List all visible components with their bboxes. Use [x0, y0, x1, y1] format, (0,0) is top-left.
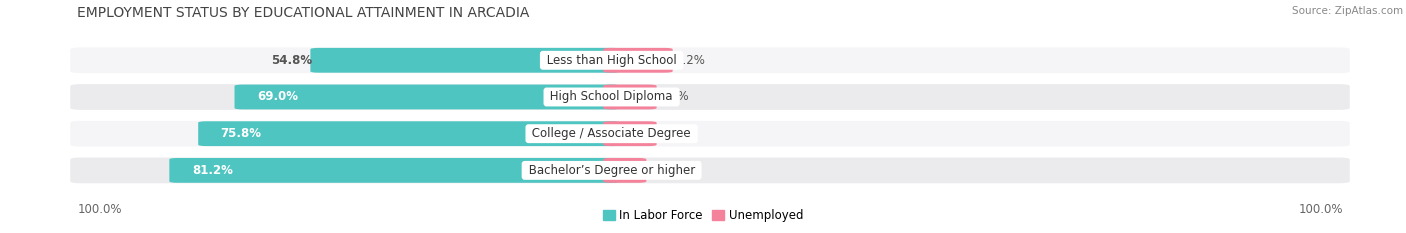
Text: Bachelor’s Degree or higher: Bachelor’s Degree or higher	[524, 164, 699, 177]
Text: 3.6%: 3.6%	[650, 164, 679, 177]
Text: 69.0%: 69.0%	[257, 90, 298, 103]
Text: 54.8%: 54.8%	[271, 54, 312, 67]
FancyBboxPatch shape	[70, 121, 1350, 147]
Text: College / Associate Degree: College / Associate Degree	[529, 127, 695, 140]
FancyBboxPatch shape	[603, 121, 657, 146]
FancyBboxPatch shape	[603, 48, 672, 73]
FancyBboxPatch shape	[70, 84, 1350, 110]
Text: High School Diploma: High School Diploma	[547, 90, 676, 103]
FancyBboxPatch shape	[235, 85, 620, 110]
Text: EMPLOYMENT STATUS BY EDUCATIONAL ATTAINMENT IN ARCADIA: EMPLOYMENT STATUS BY EDUCATIONAL ATTAINM…	[77, 6, 530, 20]
FancyBboxPatch shape	[169, 158, 620, 183]
FancyBboxPatch shape	[603, 85, 657, 110]
Text: 100.0%: 100.0%	[1298, 203, 1343, 216]
FancyBboxPatch shape	[603, 158, 647, 183]
FancyBboxPatch shape	[311, 48, 620, 73]
Text: 5.0%: 5.0%	[659, 127, 689, 140]
FancyBboxPatch shape	[198, 121, 620, 146]
Text: Source: ZipAtlas.com: Source: ZipAtlas.com	[1292, 6, 1403, 16]
FancyBboxPatch shape	[70, 48, 1350, 73]
FancyBboxPatch shape	[70, 158, 1350, 183]
Legend: In Labor Force, Unemployed: In Labor Force, Unemployed	[598, 205, 808, 227]
Text: 75.8%: 75.8%	[221, 127, 262, 140]
Text: 100.0%: 100.0%	[77, 203, 122, 216]
Text: Less than High School: Less than High School	[543, 54, 681, 67]
Text: 81.2%: 81.2%	[191, 164, 233, 177]
Text: 5.0%: 5.0%	[659, 90, 689, 103]
Text: 7.2%: 7.2%	[675, 54, 706, 67]
